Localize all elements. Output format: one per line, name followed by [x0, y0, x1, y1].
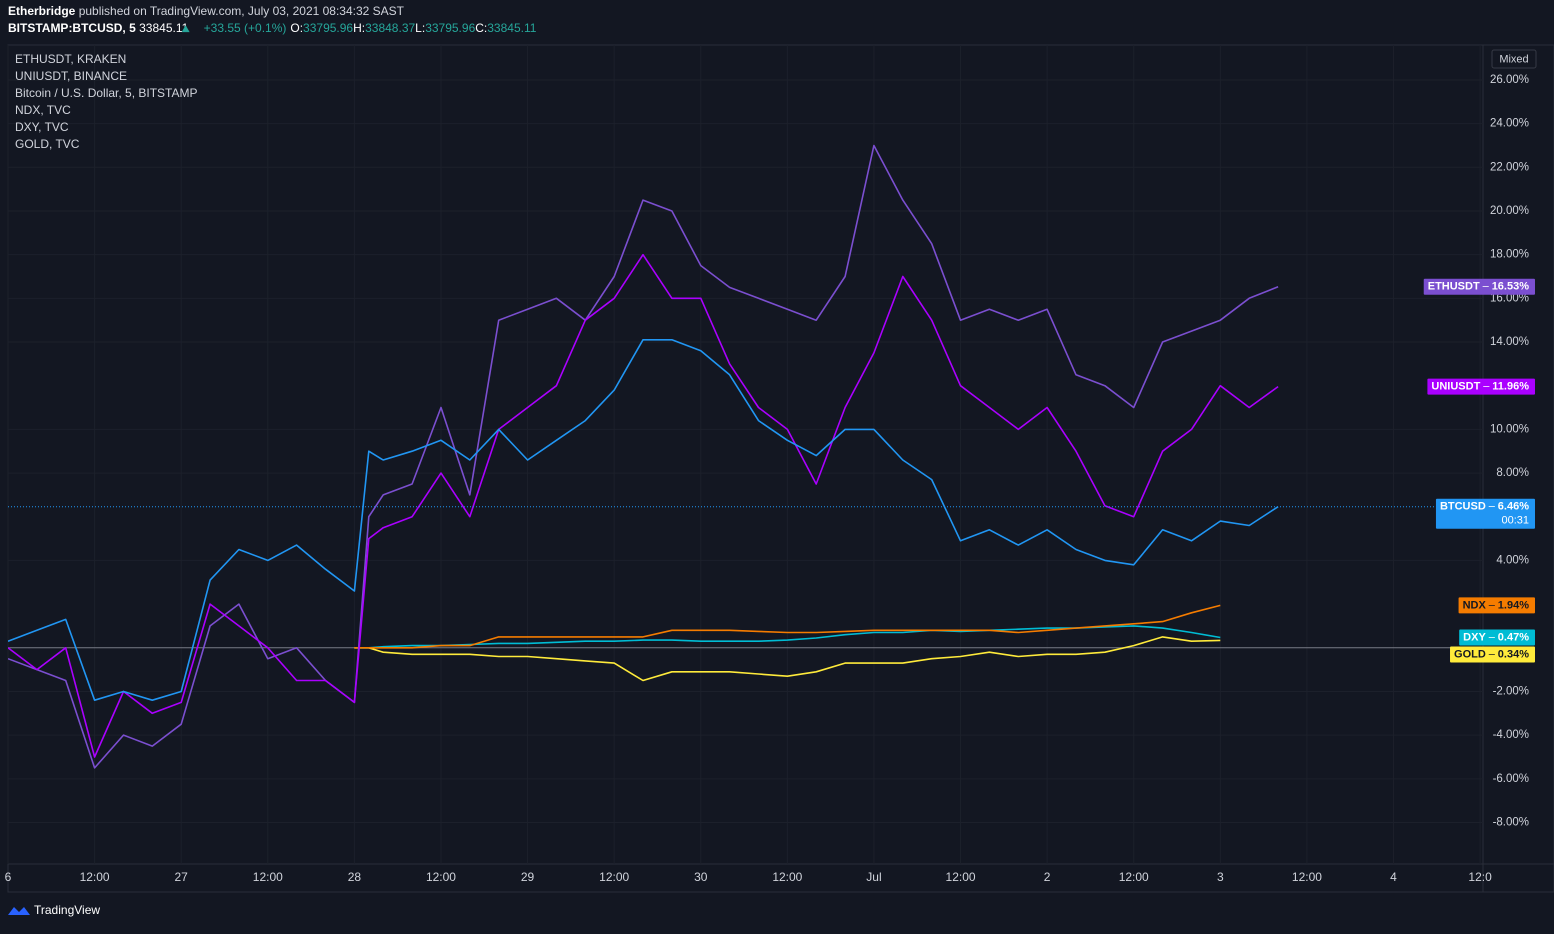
tag-separator: – [1489, 648, 1496, 660]
tag-box [1435, 498, 1535, 529]
price-tag: DXY 0.47%– [1459, 629, 1535, 646]
price-tag: GOLD 0.34%– [1450, 646, 1535, 663]
x-tick-label: 12:00 [80, 870, 110, 884]
y-tick-label: -6.00% [1493, 773, 1529, 785]
tag-separator: – [1483, 281, 1490, 293]
tag-box [1459, 629, 1535, 646]
scale-mode-button[interactable] [1491, 49, 1537, 69]
ohlc-label: L: [415, 21, 425, 35]
up-arrow [181, 25, 190, 33]
footer-brand[interactable]: TradingView [34, 903, 100, 917]
x-tick-label: 2 [1044, 870, 1051, 884]
x-tick-label: 28 [348, 870, 362, 884]
tag-value: 0.34% [1498, 648, 1529, 660]
price-tag: UNIUSDT 11.96%– [1427, 378, 1535, 395]
price-tag: ETHUSDT 16.53%– [1423, 278, 1535, 295]
tag-separator: – [1489, 631, 1496, 643]
legend-entry: DXY, TVC [15, 120, 69, 134]
ohlc-value: 33795.96 [425, 21, 475, 35]
y-tick-label: -4.00% [1493, 729, 1529, 741]
y-tick-label: 24.00% [1490, 118, 1529, 130]
scale-mode[interactable]: Mixed [1499, 53, 1528, 65]
price-tag: NDX 1.94%– [1458, 597, 1535, 614]
y-tick-label: 14.00% [1490, 336, 1529, 348]
header-line: Etherbridge published on TradingView.com… [8, 4, 405, 18]
ohlc-value: 33848.37 [365, 21, 415, 35]
logo-icon[interactable] [8, 907, 30, 915]
tag-value: 1.94% [1498, 599, 1529, 611]
x-tick-label: 4 [1390, 870, 1397, 884]
x-tick-label: 12:00 [426, 870, 456, 884]
tag-name: NDX [1463, 599, 1487, 611]
tag-value: 16.53% [1492, 281, 1530, 293]
last-price: 33845.11 [139, 21, 188, 35]
tag-name: BTCUSD [1440, 501, 1486, 513]
x-tick-label: 6 [5, 870, 12, 884]
x-tick-label: 12:00 [599, 870, 629, 884]
symbol-line: BITSTAMP:BTCUSD, 5 33845.11 +33.55 (+0.1… [8, 21, 537, 35]
y-tick-label: 18.00% [1490, 249, 1529, 261]
x-tick-label: 3 [1217, 870, 1224, 884]
ohlc-value: 33795.96 [303, 21, 353, 35]
x-tick-label: 12:00 [1292, 870, 1322, 884]
tag-box [1458, 597, 1535, 614]
tag-value: 6.46% [1498, 501, 1529, 513]
tag-separator: – [1483, 380, 1490, 392]
tag-value: 11.96% [1492, 380, 1529, 392]
x-tick-label: 12:00 [1119, 870, 1149, 884]
tag-name: DXY [1463, 631, 1486, 643]
x-tick-label: 27 [175, 870, 189, 884]
legend-entry: ETHUSDT, KRAKEN [15, 52, 126, 66]
y-tick-label: -2.00% [1493, 685, 1529, 697]
ohlc-label: H: [353, 21, 365, 35]
legend-entry: GOLD, TVC [15, 137, 80, 151]
ohlc-value: 33845.11 [487, 21, 536, 35]
y-tick-label: 10.00% [1490, 423, 1529, 435]
legend-entry: Bitcoin / U.S. Dollar, 5, BITSTAMP [15, 86, 198, 100]
legend-entry: NDX, TVC [15, 103, 71, 117]
price-tag: BTCUSD 6.46% 00:31– [1435, 498, 1535, 529]
author: Etherbridge [8, 4, 76, 18]
x-tick-label: Jul [866, 870, 881, 884]
x-tick-label: 29 [521, 870, 535, 884]
y-tick-label: 22.00% [1490, 161, 1529, 173]
tag-value: 0.47% [1498, 631, 1529, 643]
tag-name: UNIUSDT [1431, 380, 1480, 392]
tag-separator: – [1489, 501, 1496, 513]
countdown: 00:31 [1501, 515, 1529, 527]
y-tick-label: 20.00% [1490, 205, 1529, 217]
ohlc-label: C: [475, 21, 487, 35]
x-tick-label: 12:00 [772, 870, 802, 884]
tag-box [1427, 378, 1535, 395]
tag-box [1450, 646, 1535, 663]
tag-box [1423, 278, 1535, 295]
x-tick-label: 12:00 [253, 870, 283, 884]
series-line [354, 604, 1221, 649]
symbol: BITSTAMP:BTCUSD, 5 [8, 21, 136, 35]
x-tick-label: 12:0 [1468, 870, 1492, 884]
x-tick-label: 12:00 [946, 870, 976, 884]
published: published on TradingView.com, July 03, 2… [79, 4, 405, 18]
tag-name: ETHUSDT [1428, 281, 1480, 293]
legend-entry: UNIUSDT, BINANCE [15, 69, 127, 83]
y-tick-label: -8.00% [1493, 817, 1529, 829]
series-line [8, 253, 1279, 758]
tag-separator: – [1489, 599, 1496, 611]
ohlc-label: O: [290, 21, 303, 35]
x-tick-label: 30 [694, 870, 708, 884]
y-tick-label: 26.00% [1490, 74, 1529, 86]
tag-name: GOLD [1454, 648, 1486, 660]
y-tick-label: 16.00% [1490, 292, 1529, 304]
price-change: +33.55 (+0.1%) [204, 21, 287, 35]
y-tick-label: 4.00% [1496, 554, 1529, 566]
y-tick-label: 8.00% [1496, 467, 1529, 479]
series-line [8, 339, 1279, 701]
series-line [354, 636, 1221, 682]
